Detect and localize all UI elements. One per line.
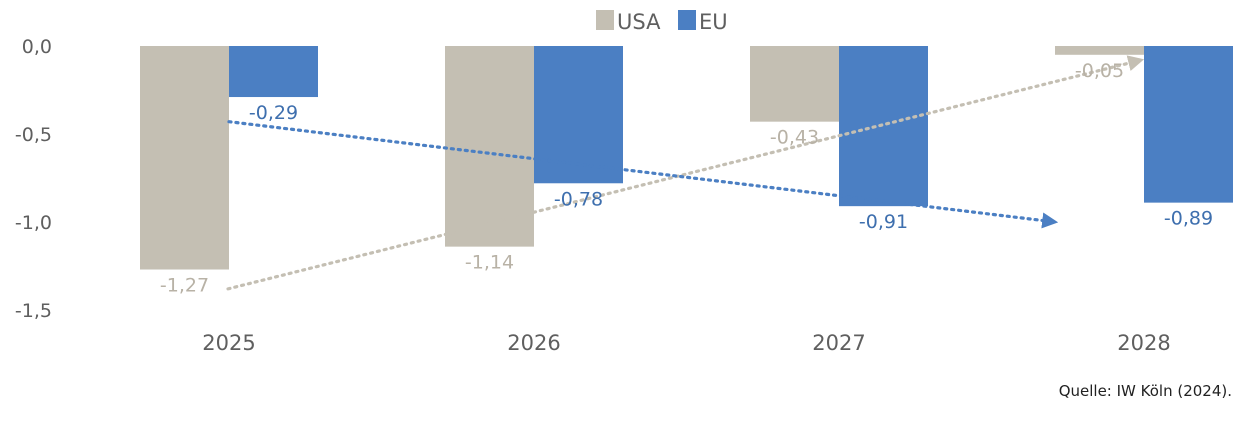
data-labels: -1,27 -0,29 -1,14 -0,78 -0,43 -0,91 -0,05 -0,89: [160, 60, 1213, 297]
y-tick-label: -1,5: [15, 300, 52, 322]
y-tick-label: -0,5: [15, 124, 52, 146]
x-category-label: 2027: [812, 331, 865, 355]
legend: USA EU: [596, 10, 728, 34]
x-axis: 2025 2026 2027 2028: [202, 331, 1170, 355]
bar-eu-2025: [229, 46, 318, 98]
data-label-usa-2027: -0,43: [770, 127, 819, 149]
data-label-eu-2028: -0,89: [1164, 208, 1213, 230]
data-label-usa-2026: -1,14: [465, 252, 514, 274]
data-label-usa-2025: -1,27: [160, 275, 209, 297]
trend-arrow-usa: [226, 55, 1145, 291]
y-tick-label: -1,0: [15, 212, 52, 234]
data-label-eu-2025: -0,29: [249, 102, 298, 124]
x-category-label: 2028: [1117, 331, 1170, 355]
bar-usa-2028: [1055, 46, 1144, 55]
x-category-label: 2025: [202, 331, 255, 355]
x-category-label: 2026: [507, 331, 560, 355]
data-label-eu-2027: -0,91: [859, 211, 908, 233]
legend-swatch-eu: [678, 10, 696, 30]
trend-arrow-eu: [227, 120, 1059, 229]
legend-swatch-usa: [596, 10, 614, 30]
bar-usa-2026: [445, 46, 534, 247]
bar-eu-2027: [839, 46, 928, 207]
data-label-eu-2026: -0,78: [554, 188, 603, 210]
legend-label-usa: USA: [617, 10, 661, 34]
trend-arrows: [226, 55, 1145, 291]
bar-usa-2025: [140, 46, 229, 270]
legend-label-eu: EU: [699, 10, 728, 34]
y-tick-label: 0,0: [22, 36, 52, 58]
data-label-usa-2028: -0,05: [1075, 60, 1124, 82]
bar-eu-2028: [1144, 46, 1233, 203]
y-axis: 0,0 -0,5 -1,0 -1,5: [15, 36, 52, 322]
bar-usa-2027: [750, 46, 839, 122]
source-note: Quelle: IW Köln (2024).: [1058, 382, 1232, 400]
bars: [140, 46, 1233, 270]
